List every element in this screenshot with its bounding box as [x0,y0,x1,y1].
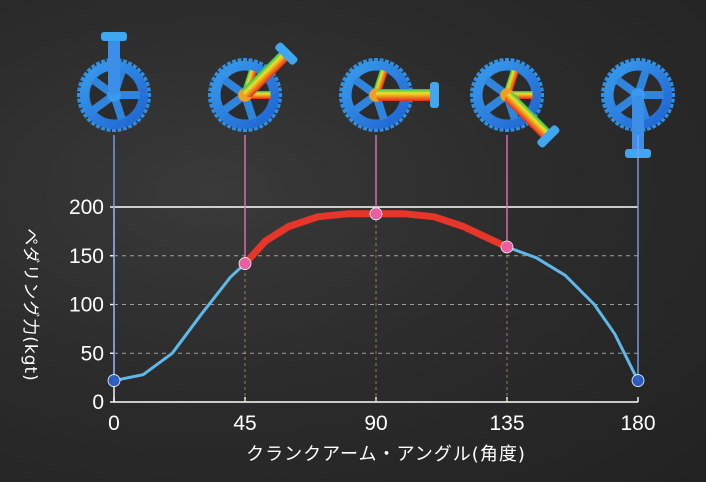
y-axis-label: ペダリング力(kgt) [20,228,40,382]
crank-45-icon-arm [242,42,298,98]
crank-180-icon-arm-bar [632,95,644,153]
y-tick-label-150: 150 [69,245,104,268]
crank-45-icon-arm-bar [242,51,289,98]
crank-0-icon-pedal [101,32,127,41]
marker-layer [107,207,645,387]
data-point-180 [631,374,645,387]
x-tick-label-0: 0 [108,412,120,435]
crank-0-icon-arm-bar [108,37,120,95]
crank-45-icon-pedal [275,42,298,65]
x-tick-label-45: 45 [233,412,256,435]
crank-icons-layer [77,32,675,158]
crank-0-icon-arm [101,32,127,95]
crank-135-icon-pedal [537,125,560,148]
crank-90-icon-pedal [430,82,439,108]
crank-135-icon-arm-bar [504,92,551,139]
tick-layer: 0 50 100 150 200 0 45 90 135 180 [69,196,656,435]
x-axis-label: クランクアーム・アングル(角度) [246,444,526,465]
x-tick-label-135: 135 [489,412,524,435]
y-tick-label-200: 200 [69,196,104,219]
y-tick-label-50: 50 [81,342,104,365]
data-point-135 [500,240,514,254]
gear-group [339,58,413,132]
x-tick-label-180: 180 [620,412,655,435]
grid-layer [110,135,639,403]
x-tick-label-90: 90 [364,412,387,435]
crank-90-icon-arm-bar [376,89,434,101]
data-point-45 [238,257,252,270]
crank-90-icon-arm [376,82,439,108]
y-tick-label-100: 100 [69,294,104,317]
y-tick-label-0: 0 [92,391,104,414]
data-point-90 [369,207,383,221]
crank-135-icon-arm [504,92,560,148]
data-point-0 [107,374,121,387]
